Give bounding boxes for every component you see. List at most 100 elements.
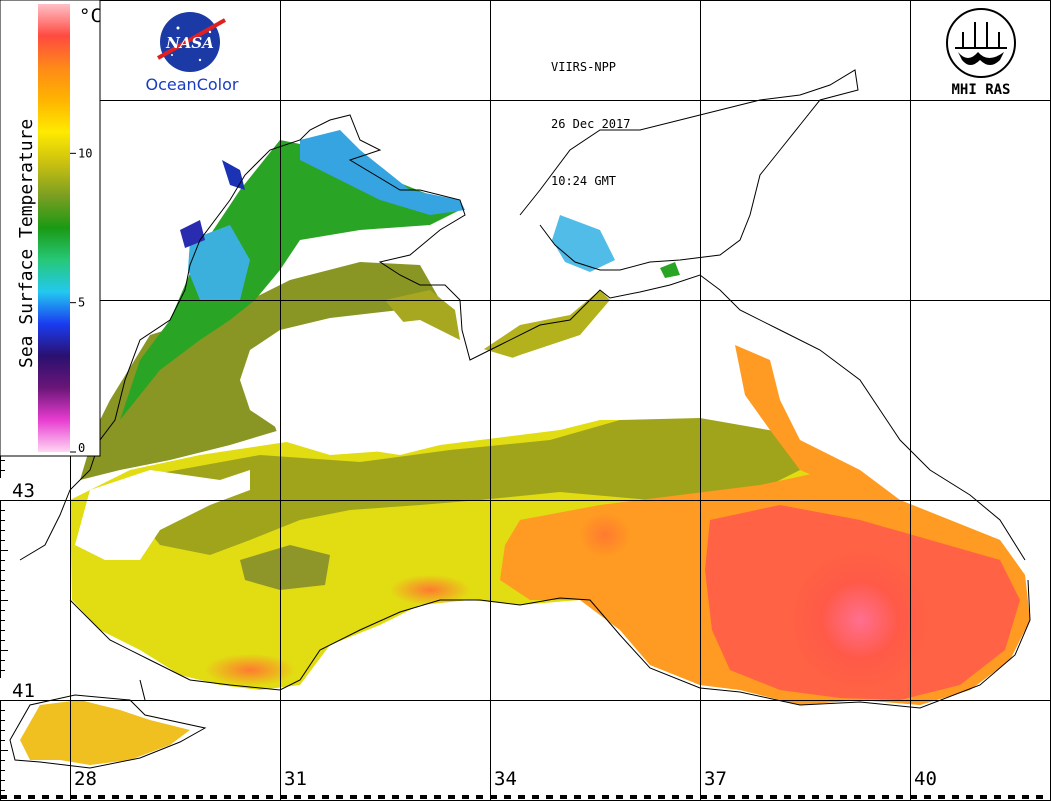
- frame-tick: [840, 795, 847, 799]
- frame-tick: [0, 610, 5, 611]
- frame-tick: [14, 795, 21, 799]
- colorbar-strip: [38, 4, 70, 452]
- frame-tick: [154, 795, 161, 799]
- lon-label-37: 37: [704, 768, 727, 790]
- frame-tick: [868, 795, 875, 799]
- lon-label-40: 40: [914, 768, 937, 790]
- frame-tick: [896, 795, 903, 799]
- frame-tick: [224, 795, 231, 799]
- frame-tick: [602, 795, 609, 799]
- frame-tick: [0, 650, 8, 651]
- frame-tick: [0, 780, 5, 781]
- frame-tick: [0, 670, 5, 671]
- mhi-ras-logo-text: MHI RAS: [951, 82, 1010, 98]
- frame-tick: [266, 795, 273, 799]
- sea-marmara: [20, 700, 190, 765]
- nasa-swoosh-icon: [157, 18, 226, 60]
- frame-tick: [924, 795, 931, 799]
- frame-tick: [392, 795, 399, 799]
- frame-tick: [854, 795, 861, 799]
- sea-nw-shelf-cyan: [188, 225, 250, 300]
- colorbar-unit: °C: [79, 5, 102, 27]
- frame-tick: [532, 795, 539, 799]
- frame-tick: [644, 795, 651, 799]
- frame-tick: [770, 795, 777, 799]
- frame-tick: [658, 795, 665, 799]
- frame-tick: [336, 795, 343, 799]
- sea-hot-core: [790, 550, 930, 690]
- frame-tick: [84, 795, 91, 799]
- frame-tick: [0, 600, 8, 601]
- frame-tick: [0, 590, 5, 591]
- header-satellite: VIIRS-NPP: [551, 60, 617, 74]
- frame-tick: [0, 760, 5, 761]
- sea-nw-shelf-olive: [80, 262, 440, 480]
- lon-label-34: 34: [494, 768, 517, 790]
- cloud-central: [250, 320, 735, 455]
- colorbar-ticks: 0 5 10: [70, 146, 92, 455]
- frame-tick: [476, 795, 483, 799]
- frame-tick: [0, 540, 5, 541]
- frame-tick: [0, 550, 8, 551]
- frame-tick: [364, 795, 371, 799]
- frame-tick: [196, 795, 203, 799]
- frame-tick: [1022, 795, 1029, 799]
- frame-tick: [686, 795, 693, 799]
- frame-tick: [168, 795, 175, 799]
- frame-tick: [994, 795, 1001, 799]
- frame-tick: [0, 630, 5, 631]
- frame-tick: [294, 795, 301, 799]
- frame-tick: [714, 795, 721, 799]
- frame-tick: [0, 470, 5, 471]
- frame-tick: [980, 795, 987, 799]
- frame-tick: [0, 570, 5, 571]
- nasa-logo-text: NASA: [165, 34, 214, 52]
- frame-tick: [0, 730, 5, 731]
- cloud-west: [75, 470, 250, 560]
- frame-tick: [0, 530, 5, 531]
- frame-tick: [826, 795, 833, 799]
- frame-tick: [0, 660, 5, 661]
- frame-tick: [350, 795, 357, 799]
- frame-tick: [882, 795, 889, 799]
- frame-tick: [784, 795, 791, 799]
- frame-tick: [420, 795, 427, 799]
- colorbar: Sea Surface Temperature °C 0 5 10: [0, 0, 102, 457]
- frame-tick: [0, 510, 5, 511]
- frame-tick: [322, 795, 329, 799]
- frame-tick: [0, 640, 5, 641]
- sea-dnipro-cyan: [300, 130, 465, 215]
- grid-labels: 43 41 28 31 34 37 40: [0, 478, 937, 790]
- coastline-marmara: [9, 694, 207, 769]
- frame-tick: [0, 700, 8, 701]
- frame-tick: [0, 710, 5, 711]
- lat-label-43: 43: [12, 480, 35, 502]
- sea-warm-core-3: [205, 654, 295, 686]
- frame-tick: [938, 795, 945, 799]
- sea-olive-band: [140, 418, 800, 555]
- mhi-ras-logo: MHI RAS: [946, 8, 1016, 98]
- header-date: 26 Dec 2017: [551, 117, 631, 131]
- frame-tick: [742, 795, 749, 799]
- sea-danube-blue: [180, 220, 205, 248]
- frame-tick: [434, 795, 441, 799]
- frame-tick: [280, 795, 287, 799]
- frame-ticks-bottom: [0, 795, 1051, 799]
- sea-olive-patch: [240, 545, 330, 590]
- frame-tick: [56, 795, 63, 799]
- frame-tick: [504, 795, 511, 799]
- frame-tick: [728, 795, 735, 799]
- lon-label-28: 28: [74, 768, 97, 790]
- frame-tick: [560, 795, 567, 799]
- frame-tick: [588, 795, 595, 799]
- colorbar-title: Sea Surface Temperature: [16, 119, 37, 368]
- frame-tick: [1008, 795, 1015, 799]
- frame-tick: [700, 795, 707, 799]
- frame-tick: [252, 795, 259, 799]
- cloud-gaps: [75, 320, 735, 560]
- frame-tick: [0, 790, 5, 791]
- sea-warm-core-2: [390, 575, 470, 605]
- frame-tick: [140, 795, 147, 799]
- frame-tick: [126, 795, 133, 799]
